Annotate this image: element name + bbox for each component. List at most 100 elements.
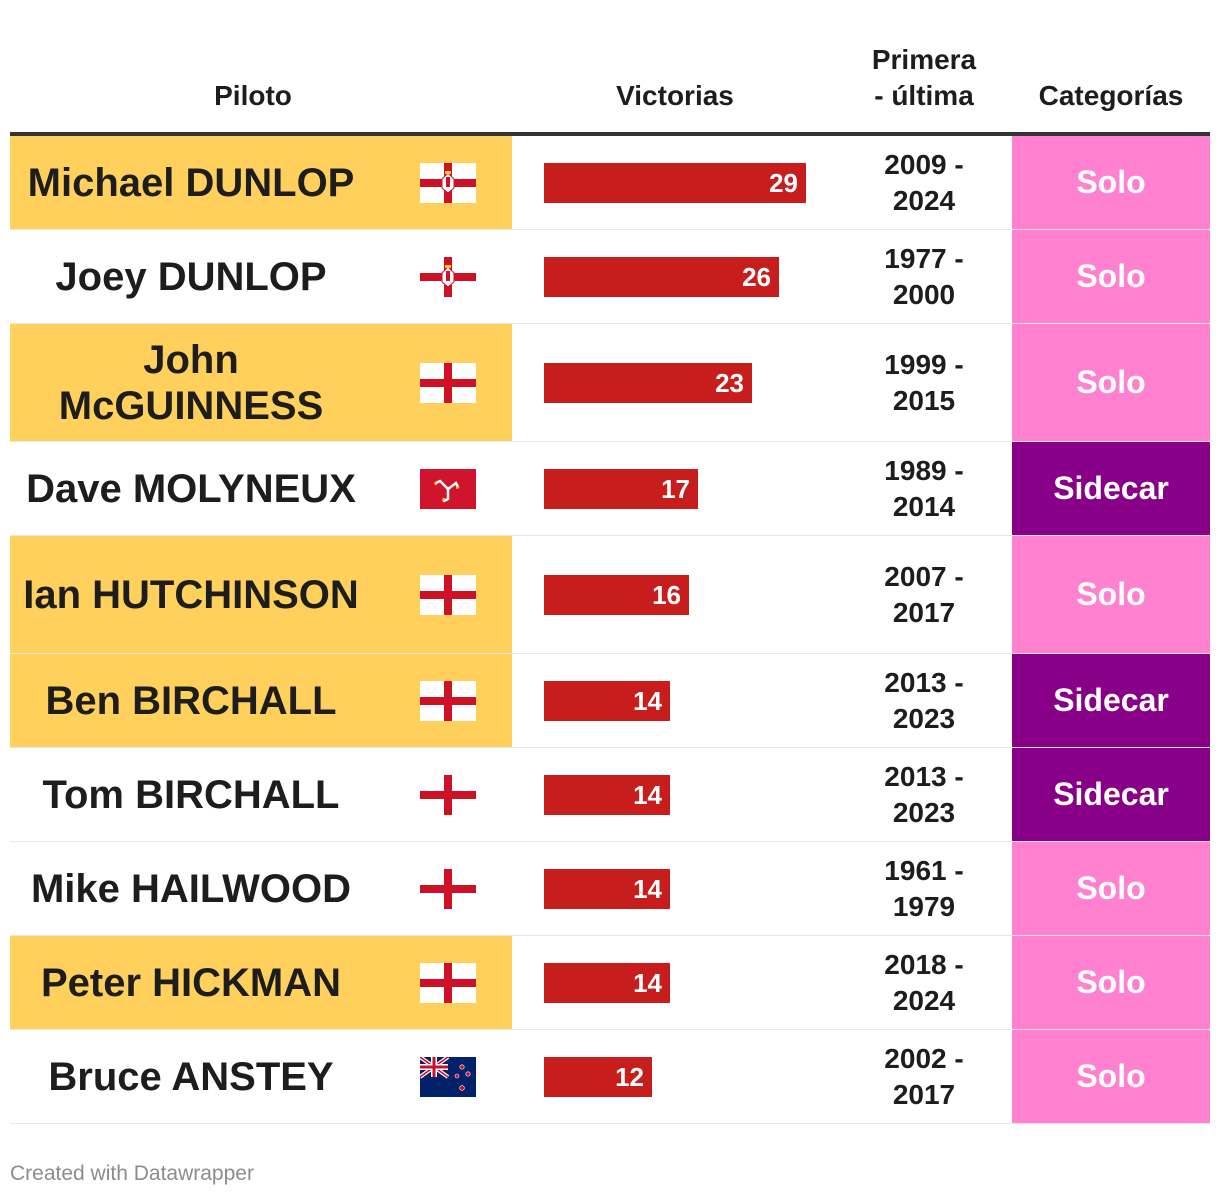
years-cell: 2007 - 2017 — [852, 536, 996, 653]
header-years-line2: - última — [874, 80, 974, 111]
new-zealand-flag — [420, 1030, 476, 1123]
victories-label: 12 — [615, 1061, 644, 1092]
header-years: Primera - última — [852, 42, 996, 114]
category-badge: Solo — [1012, 324, 1210, 441]
victories-bar: 14 — [544, 868, 670, 909]
england-flag — [420, 536, 476, 653]
table-row: Bruce ANSTEY 12 2002 - 2017 Solo — [10, 1030, 1210, 1124]
victories-label: 29 — [769, 167, 798, 198]
table-row: Ben BIRCHALL 14 2013 - 2023 Sidecar — [10, 654, 1210, 748]
footer-credit: Created with Datawrapper — [10, 1162, 254, 1185]
bar-cell: 16 — [544, 536, 844, 653]
victories-label: 14 — [633, 779, 662, 810]
victories-label: 26 — [742, 261, 771, 292]
years-cell: 2013 - 2023 — [852, 748, 996, 841]
table-body: Michael DUNLOP 29 2009 - 2024 Solo Joey DUNLO… — [10, 136, 1210, 1124]
isle-of-man-flag — [420, 442, 476, 535]
bar-cell: 14 — [544, 654, 844, 747]
victories-label: 17 — [661, 473, 690, 504]
header-years-line1: Primera — [871, 44, 977, 75]
last-year: 2017 — [892, 596, 956, 628]
header-victorias: Victorias — [616, 80, 734, 111]
first-year: 2009 - — [884, 148, 964, 180]
victories-bar: 14 — [544, 774, 670, 815]
northern-ireland-flag — [420, 136, 476, 229]
last-year: 2024 — [892, 184, 956, 216]
years-cell: 1977 - 2000 — [852, 230, 996, 323]
first-year: 2007 - — [884, 560, 964, 592]
category-badge: Sidecar — [1012, 748, 1210, 841]
first-year: 1999 - — [884, 348, 964, 380]
victories-bar: 14 — [544, 680, 670, 721]
header-categorias: Categorías — [1038, 80, 1184, 111]
table-row: Dave MOLYNEUX 17 1989 - 2014 Sidecar — [10, 442, 1210, 536]
category-badge: Solo — [1012, 936, 1210, 1029]
england-flag — [420, 748, 476, 841]
victories-label: 16 — [652, 579, 681, 610]
last-year: 2015 — [892, 384, 956, 416]
rider-name: Ian HUTCHINSON — [23, 572, 359, 617]
bar-cell: 14 — [544, 842, 844, 935]
england-flag — [420, 842, 476, 935]
table-row: John McGUINNESS 23 1999 - 2015 Solo — [10, 324, 1210, 442]
bar-cell: 17 — [544, 442, 844, 535]
victories-bar: 12 — [544, 1056, 652, 1097]
rider-name: Ben BIRCHALL — [45, 678, 337, 723]
last-year: 2023 — [892, 702, 956, 734]
first-year: 2018 - — [884, 948, 964, 980]
category-badge: Solo — [1012, 1030, 1210, 1123]
bar-cell: 23 — [544, 324, 844, 441]
victories-label: 14 — [633, 685, 662, 716]
years-cell: 1961 - 1979 — [852, 842, 996, 935]
table-row: Mike HAILWOOD 14 1961 - 1979 Solo — [10, 842, 1210, 936]
table-row: Tom BIRCHALL 14 2013 - 2023 Sidecar — [10, 748, 1210, 842]
first-year: 1977 - — [884, 242, 964, 274]
first-year: 1989 - — [884, 454, 964, 486]
category-badge: Solo — [1012, 136, 1210, 229]
years-cell: 2009 - 2024 — [852, 136, 996, 229]
first-year: 2013 - — [884, 760, 964, 792]
rider-name: Peter HICKMAN — [40, 960, 342, 1005]
victories-label: 23 — [715, 367, 744, 398]
table-header: Piloto Victorias Primera - última Catego… — [10, 0, 1210, 136]
victories-bar: 29 — [544, 162, 806, 203]
category-badge: Sidecar — [1012, 442, 1210, 535]
rider-name: Joey DUNLOP — [55, 254, 327, 299]
victories-label: 14 — [633, 967, 662, 998]
first-year: 1961 - — [884, 854, 964, 886]
rider-name: Michael DUNLOP — [27, 160, 355, 205]
first-year: 2013 - — [884, 666, 964, 698]
category-badge: Sidecar — [1012, 654, 1210, 747]
table-row: Joey DUNLOP 26 1977 - 2000 Solo — [10, 230, 1210, 324]
last-year: 2014 — [892, 490, 956, 522]
years-cell: 1999 - 2015 — [852, 324, 996, 441]
bar-cell: 26 — [544, 230, 844, 323]
years-cell: 2018 - 2024 — [852, 936, 996, 1029]
bar-cell: 12 — [544, 1030, 844, 1123]
victories-bar: 17 — [544, 468, 698, 509]
header-piloto: Piloto — [214, 80, 292, 111]
victories-bar: 23 — [544, 362, 752, 403]
category-badge: Solo — [1012, 536, 1210, 653]
rider-name: Dave MOLYNEUX — [26, 466, 356, 511]
years-cell: 1989 - 2014 — [852, 442, 996, 535]
last-year: 2000 — [892, 278, 956, 310]
table-row: Peter HICKMAN 14 2018 - 2024 Solo — [10, 936, 1210, 1030]
table-row: Michael DUNLOP 29 2009 - 2024 Solo — [10, 136, 1210, 230]
category-badge: Solo — [1012, 842, 1210, 935]
years-cell: 2013 - 2023 — [852, 654, 996, 747]
rider-name: Mike HAILWOOD — [30, 866, 352, 911]
england-flag — [420, 654, 476, 747]
bar-cell: 29 — [544, 136, 844, 229]
table-row: Ian HUTCHINSON 16 2007 - 2017 Solo — [10, 536, 1210, 654]
last-year: 2024 — [892, 984, 956, 1016]
victories-bar: 26 — [544, 256, 779, 297]
victories-bar: 16 — [544, 574, 689, 615]
victories-bar: 14 — [544, 962, 670, 1003]
rider-name: Bruce ANSTEY — [48, 1054, 334, 1099]
results-table: Piloto Victorias Primera - última Catego… — [10, 0, 1210, 1124]
bar-cell: 14 — [544, 748, 844, 841]
northern-ireland-flag — [420, 230, 476, 323]
last-year: 2023 — [892, 796, 956, 828]
bar-cell: 14 — [544, 936, 844, 1029]
